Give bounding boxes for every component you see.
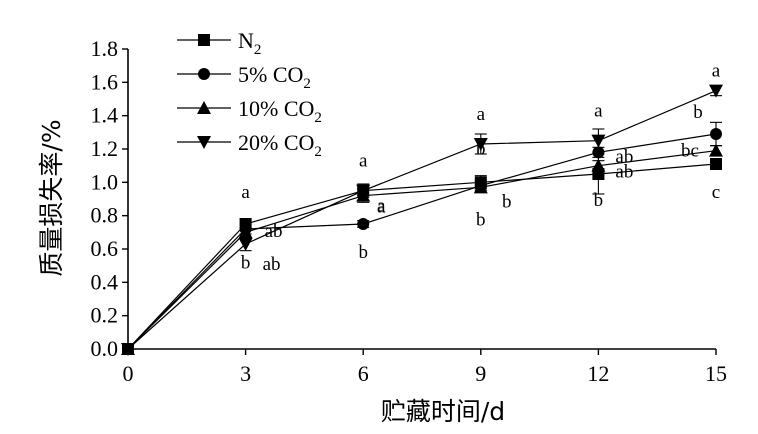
y-tick-label-4: 0.8 [91,203,119,228]
sig-letter-1-3: b [476,210,486,231]
sig-letter-0-1: a [241,182,250,203]
sig-letter-3-5: a [712,61,721,82]
sig-letter-3-4: a [594,101,603,122]
point-2-4 [591,158,606,172]
y-tick-label-2: 0.4 [91,269,119,294]
sig-letter-3-1: ab [263,254,281,275]
point-0-5 [710,158,722,170]
sig-letter-1-5: b [693,102,703,123]
legend-marker-2 [197,101,211,114]
point-1-5 [710,128,722,140]
x-tick-label-5: 15 [705,361,727,386]
legend-item-2: 10% CO2 [177,96,322,126]
sig-letter-3-3: a [477,104,486,125]
point-3-3 [473,138,488,151]
series-line-1 [127,133,717,350]
legend-marker-3 [197,136,211,149]
sig-letter-1-1: ab [265,221,283,242]
series-line-0 [127,163,717,350]
point-2-3 [473,180,488,194]
legend-item-3: 20% CO2 [177,130,322,160]
legend-marker-0 [198,34,210,46]
sig-letter-2-1: b [241,252,251,273]
series-line-3 [127,90,717,350]
point-3-5 [709,84,723,98]
y-tick-label-5: 1.0 [91,169,119,194]
legend-label-3: 20% CO2 [238,130,322,160]
point-3-1 [238,238,253,251]
x-tick-label-1: 3 [240,361,251,386]
series-0 [122,153,722,355]
x-tick-label-4: 12 [587,361,609,386]
series-3 [121,84,723,356]
sig-letter-2-2: a [377,196,386,217]
point-3-4 [591,134,606,148]
sig-letter-1-4: ab [615,146,633,167]
x-axis-title: 贮藏时间/d [381,397,505,426]
x-tick-label-0: 0 [123,361,134,386]
point-3-2 [356,184,371,198]
sig-letter-2-3: b [502,191,512,212]
sig-letter-0-3: b [476,138,486,159]
x-tick-label-3: 9 [475,361,486,386]
y-tick-label-9: 1.8 [91,36,119,61]
legend-label-2: 10% CO2 [238,96,322,126]
point-2-1 [238,225,253,239]
y-tick-label-8: 1.6 [91,69,119,94]
sig-letter-0-5: c [712,182,720,203]
sig-letter-1-2: b [358,242,368,263]
sig-letter-2-5: bc [681,141,699,162]
sig-letter-0-4: b [594,190,604,211]
legend-item-0: N2 [177,28,261,58]
plot-area: 0 3 6 9 12 15 0.0 0.2 0.4 0.6 0.8 1.0 1.2 1.4 1.6 1.8 [91,36,728,386]
y-tick-label-6: 1.2 [91,136,119,161]
y-tick-label-0: 0.0 [91,336,119,361]
x-tick-label-2: 6 [358,361,369,386]
legend-label-0: N2 [238,28,261,58]
y-tick-label-1: 0.2 [91,303,119,328]
legend-marker-1 [198,68,210,80]
point-1-2 [357,218,370,230]
y-tick-label-3: 0.6 [91,236,119,261]
legend: N2 5% CO2 10% CO2 20% CO2 [177,28,322,160]
point-2-5 [709,143,723,157]
legend-item-1: 5% CO2 [177,62,311,92]
y-tick-label-7: 1.4 [91,103,119,128]
series-line-2 [127,150,717,350]
point-3-0 [121,343,135,356]
series-marks [121,84,723,356]
y-axis-title: 质量损失率/% [37,119,66,276]
sig-letter-2-4: ab [615,162,633,183]
legend-label-1: 5% CO2 [238,62,311,92]
sig-letter-3-2: a [377,197,386,218]
sig-letter-0-2: a [359,151,368,172]
